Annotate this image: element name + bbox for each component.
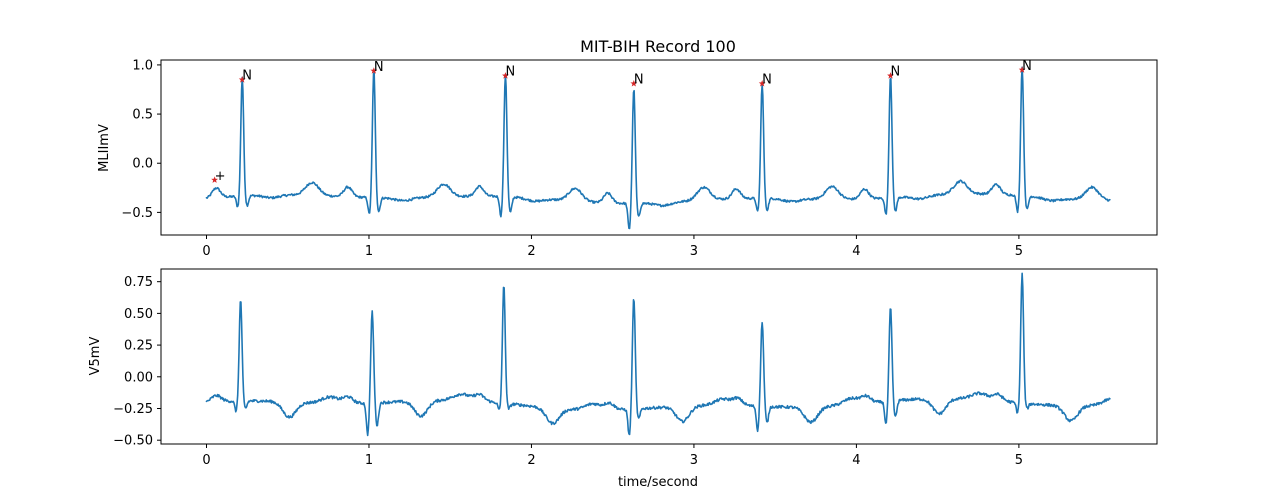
- v5-y-ticks: −0.50 −0.25 0.00 0.25 0.50 0.75: [113, 275, 161, 449]
- x-tick-label: 3: [690, 453, 698, 468]
- y-tick-label: 0.0: [132, 157, 153, 172]
- beat-annotation-label: N: [762, 73, 772, 88]
- beat-marker: [1018, 66, 1026, 73]
- x-tick-label: 0: [202, 453, 210, 468]
- x-tick-label: 2: [527, 244, 535, 259]
- chart-title: MIT-BIH Record 100: [580, 37, 736, 56]
- ecg-signal-line: [205, 272, 1111, 437]
- x-tick-label: 1: [365, 453, 373, 468]
- y-tick-label: 1.0: [132, 58, 153, 73]
- mlii-x-ticks: 0 1 2 3 4 5: [202, 235, 1023, 259]
- mlii-panel: −0.5 0.0 0.5 1.0 0 1 2 3 4 5 + N N N N N N N MLIImV: [97, 58, 1158, 259]
- beat-marker: [502, 72, 509, 79]
- y-tick-label: 0.00: [124, 370, 153, 385]
- beat-marker: [211, 176, 219, 183]
- mlii-plot-frame: [160, 59, 1158, 236]
- x-tick-label: 3: [690, 244, 698, 259]
- v5-series: [205, 272, 1111, 437]
- mlii-y-axis-label: MLIImV: [97, 124, 112, 172]
- beat-marker: [238, 76, 246, 83]
- beat-annotation-label: N: [505, 65, 515, 80]
- y-tick-label: 0.25: [124, 339, 153, 354]
- x-axis-label: time/second: [618, 475, 698, 490]
- x-tick-label: 4: [852, 244, 860, 259]
- mlii-y-ticks: −0.5 0.0 0.5 1.0: [121, 58, 161, 221]
- beat-annotation-label: N: [1022, 59, 1032, 74]
- beat-annotation-label: N: [891, 65, 901, 80]
- beat-marker: [630, 80, 638, 87]
- beat-marker: [758, 80, 766, 87]
- x-tick-label: 4: [852, 453, 860, 468]
- beat-annotation-label: N: [242, 69, 252, 84]
- v5-panel: −0.50 −0.25 0.00 0.25 0.50 0.75 0 1 2 3 4 5 V5mV t…: [88, 268, 1158, 490]
- y-tick-label: 0.75: [124, 275, 153, 290]
- y-tick-label: 0.50: [124, 307, 153, 322]
- beat-annotation-label: +: [215, 169, 226, 184]
- ecg-signal-line: [205, 66, 1111, 230]
- beat-marker: [887, 72, 894, 79]
- x-tick-label: 1: [365, 244, 373, 259]
- v5-x-ticks: 0 1 2 3 4 5: [202, 444, 1023, 468]
- y-tick-label: −0.5: [121, 206, 153, 221]
- x-tick-label: 5: [1015, 453, 1023, 468]
- v5-plot-frame: [160, 268, 1158, 445]
- mlii-annotations: + N N N N N N N: [211, 59, 1032, 184]
- mlii-series: [205, 66, 1111, 230]
- beat-annotation-label: N: [374, 60, 384, 75]
- y-tick-label: 0.5: [132, 108, 153, 123]
- x-tick-label: 5: [1015, 244, 1023, 259]
- y-tick-label: −0.50: [113, 434, 153, 449]
- x-tick-label: 2: [527, 453, 535, 468]
- beat-annotation-label: N: [634, 73, 644, 88]
- v5-y-axis-label: V5mV: [88, 337, 103, 376]
- beat-marker: [370, 67, 378, 74]
- y-tick-label: −0.25: [113, 402, 153, 417]
- x-tick-label: 0: [202, 244, 210, 259]
